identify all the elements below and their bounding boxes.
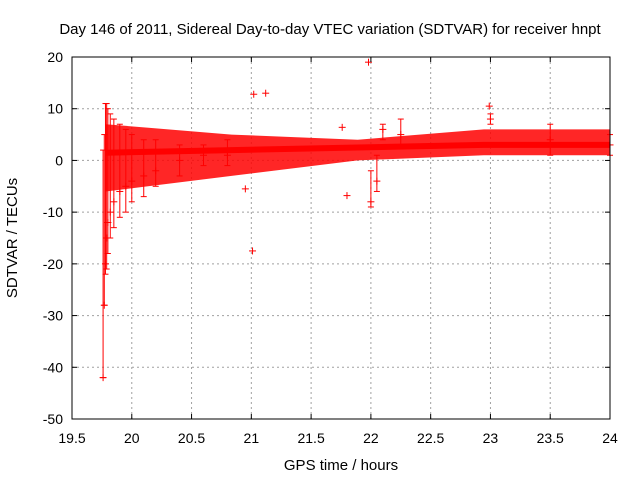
y-tick-label: -40 (43, 359, 63, 375)
data-point (101, 260, 109, 268)
data-point (373, 177, 381, 185)
data-point (262, 89, 270, 97)
x-tick-label: 24 (602, 430, 618, 446)
data-point (367, 198, 375, 206)
x-tick-label: 21 (244, 430, 260, 446)
data-point (241, 185, 249, 193)
data-point (379, 125, 387, 133)
data-point (99, 374, 107, 382)
data-point (250, 90, 258, 98)
x-tick-label: 23.5 (537, 430, 564, 446)
chart-title: Day 146 of 2011, Sidereal Day-to-day VTE… (59, 21, 601, 38)
plot-frame (71, 56, 611, 420)
data-point (397, 131, 405, 139)
data-point (364, 58, 372, 66)
data-point (223, 151, 231, 159)
data-point (128, 177, 136, 185)
data-point (110, 198, 118, 206)
y-tick-label: -50 (43, 411, 63, 427)
data-point (100, 301, 108, 309)
x-axis: 19.5 20 20.5 21 21.5 22 22.5 23 23.5 24 (58, 57, 618, 446)
data-band (105, 124, 610, 192)
y-tick-label: -20 (43, 256, 63, 272)
data-point (116, 187, 124, 195)
x-tick-label: 22.5 (417, 430, 444, 446)
data-point (176, 156, 184, 164)
x-tick-label: 20.5 (178, 430, 205, 446)
data-point (249, 247, 257, 255)
x-tick-label: 21.5 (297, 430, 324, 446)
data-point (122, 182, 130, 190)
x-tick-label: 23 (483, 430, 499, 446)
y-tick-label: -30 (43, 308, 63, 324)
data-point (338, 123, 346, 131)
data-point (546, 136, 554, 144)
x-axis-label: GPS time / hours (284, 457, 398, 474)
data-point (485, 102, 493, 110)
data-point (140, 172, 148, 180)
y-tick-label: -10 (43, 204, 63, 220)
plot-area (99, 58, 614, 382)
grid-lines (72, 57, 610, 419)
x-tick-label: 22 (363, 430, 379, 446)
data-point (200, 151, 208, 159)
y-tick-label: 10 (47, 101, 63, 117)
data-point (343, 192, 351, 200)
data-point (486, 115, 494, 123)
y-axis: -50 -40 -30 -20 -10 0 10 20 (43, 49, 610, 427)
x-tick-label: 20 (124, 430, 140, 446)
data-point (152, 167, 160, 175)
x-tick-label: 19.5 (58, 430, 85, 446)
y-tick-label: 0 (55, 152, 63, 168)
y-tick-label: 20 (47, 49, 63, 65)
y-axis-label: SDTVAR / TECUs (4, 178, 21, 298)
data-band-core (105, 141, 610, 156)
data-point (106, 208, 114, 216)
